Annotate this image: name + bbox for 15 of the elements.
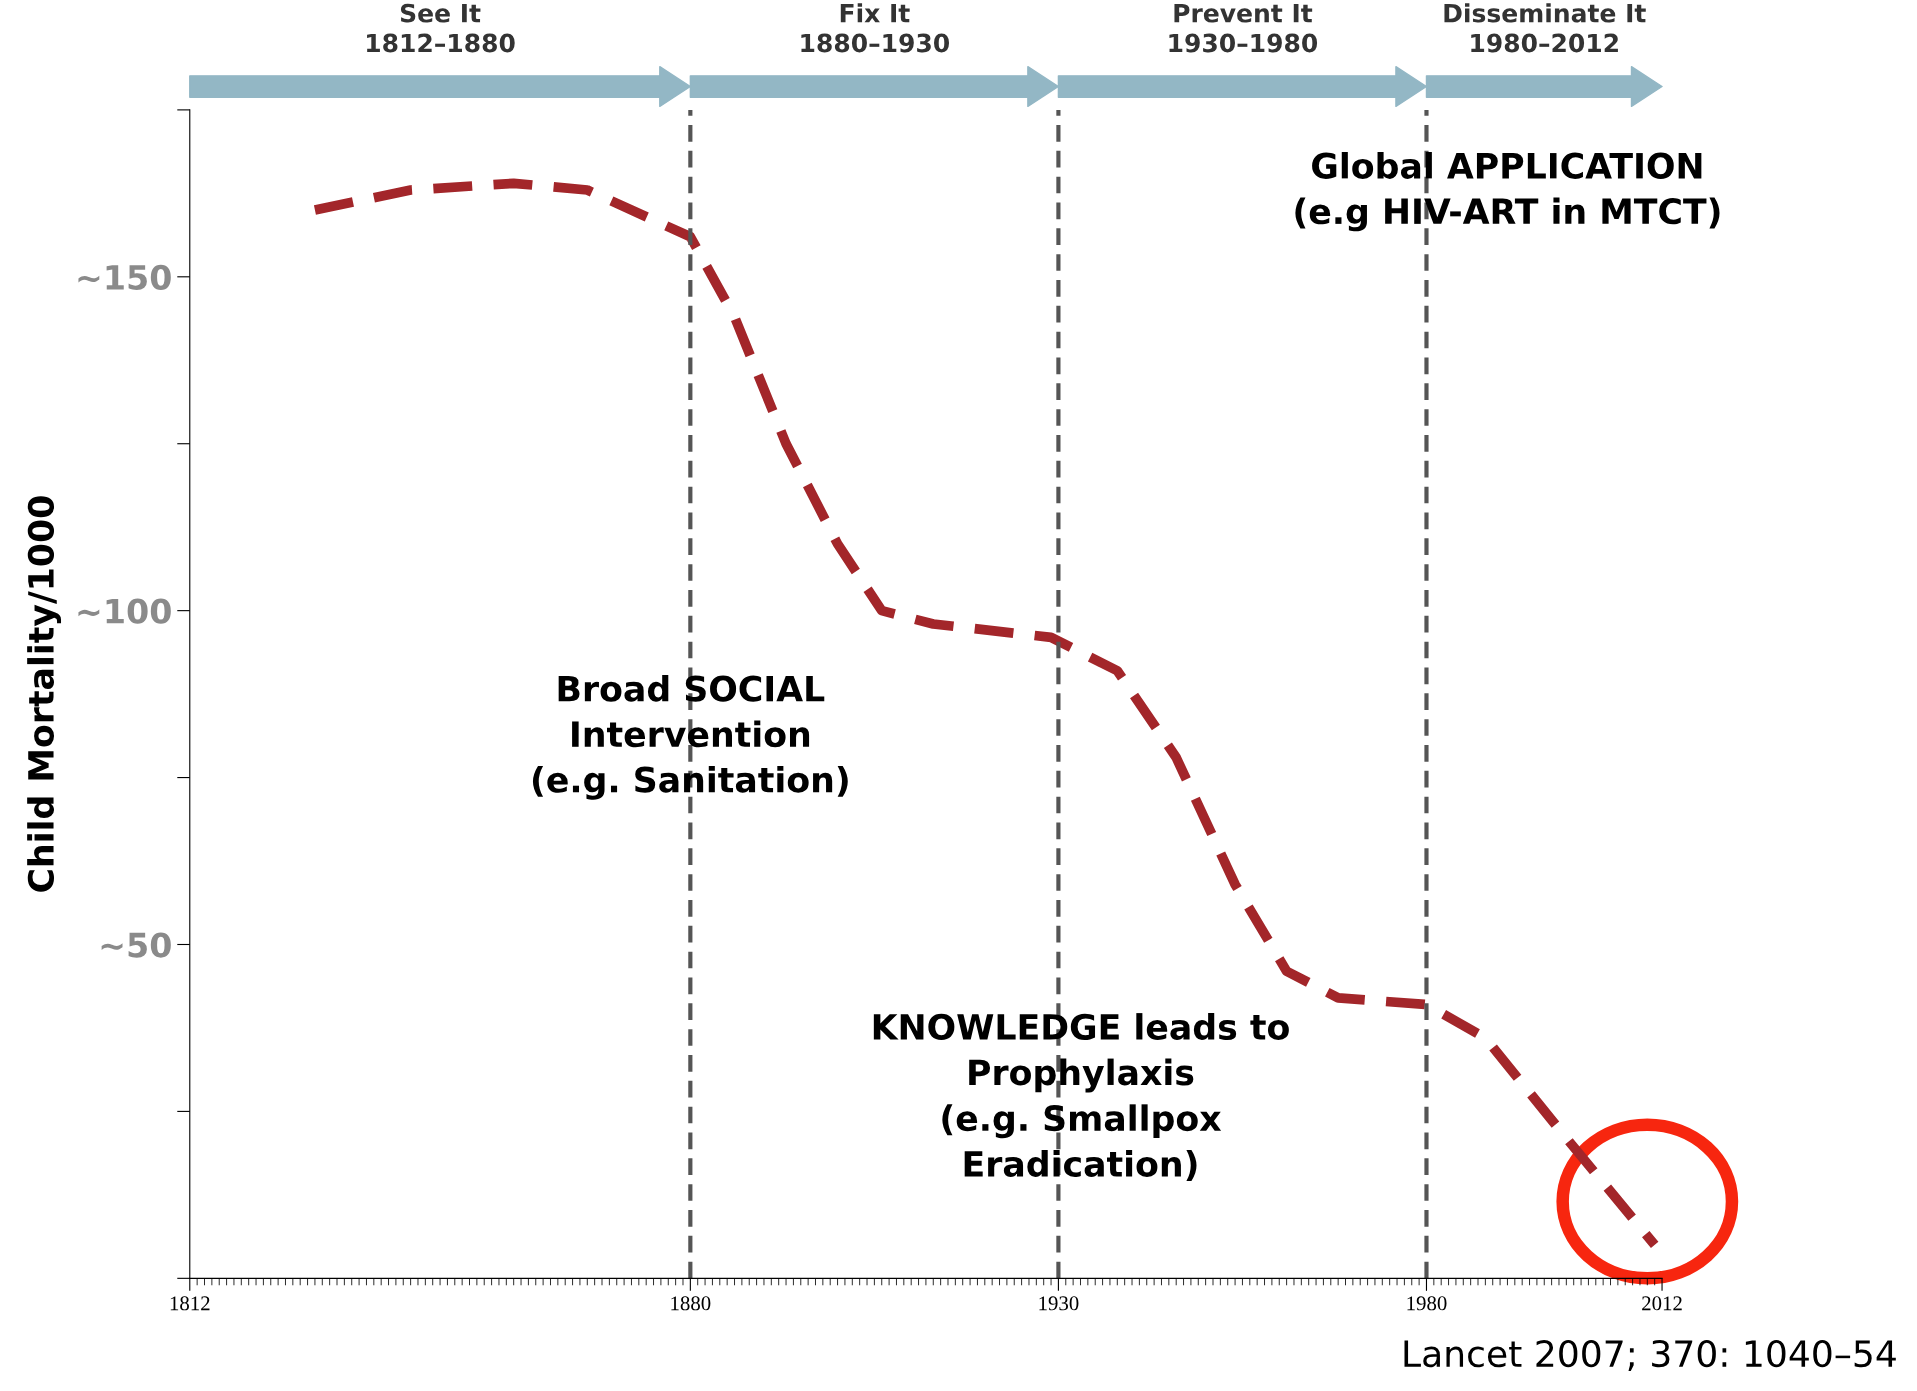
y-tick-label: ~50 [101,932,171,958]
x-tick-label: 1880 [671,1296,711,1311]
x-tick-label: 1930 [1039,1296,1079,1311]
text: Prevent It 1930–1980 [1169,3,1318,53]
text: See It 1812–1880 [367,3,515,53]
x-tick-label: 1980 [1407,1296,1447,1311]
text: Lancet 2007; 370: 1040–54 [1404,1340,1896,1371]
x-tick-label: 2012 [1642,1296,1682,1311]
text: Disseminate It 1980–2012 [1444,3,1646,53]
text: Fix It 1880–1930 [801,3,950,53]
x-tick-label: 1812 [170,1296,210,1311]
annotation: Broad SOCIAL Intervention (e.g. Sanitation) [532,674,848,800]
y-tick-label: ~150 [78,264,171,290]
y-axis-title: Child Mortality/1000 [27,496,62,892]
y-tick-label: ~100 [78,598,171,624]
